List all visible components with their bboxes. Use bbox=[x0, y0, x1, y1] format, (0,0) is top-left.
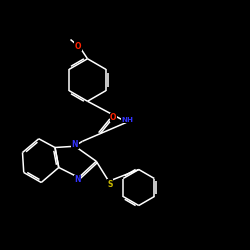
Text: O: O bbox=[110, 113, 116, 122]
Text: NH: NH bbox=[122, 117, 134, 123]
Text: O: O bbox=[75, 42, 81, 51]
Text: S: S bbox=[107, 180, 113, 189]
Text: N: N bbox=[72, 140, 78, 149]
Text: N: N bbox=[74, 175, 81, 184]
